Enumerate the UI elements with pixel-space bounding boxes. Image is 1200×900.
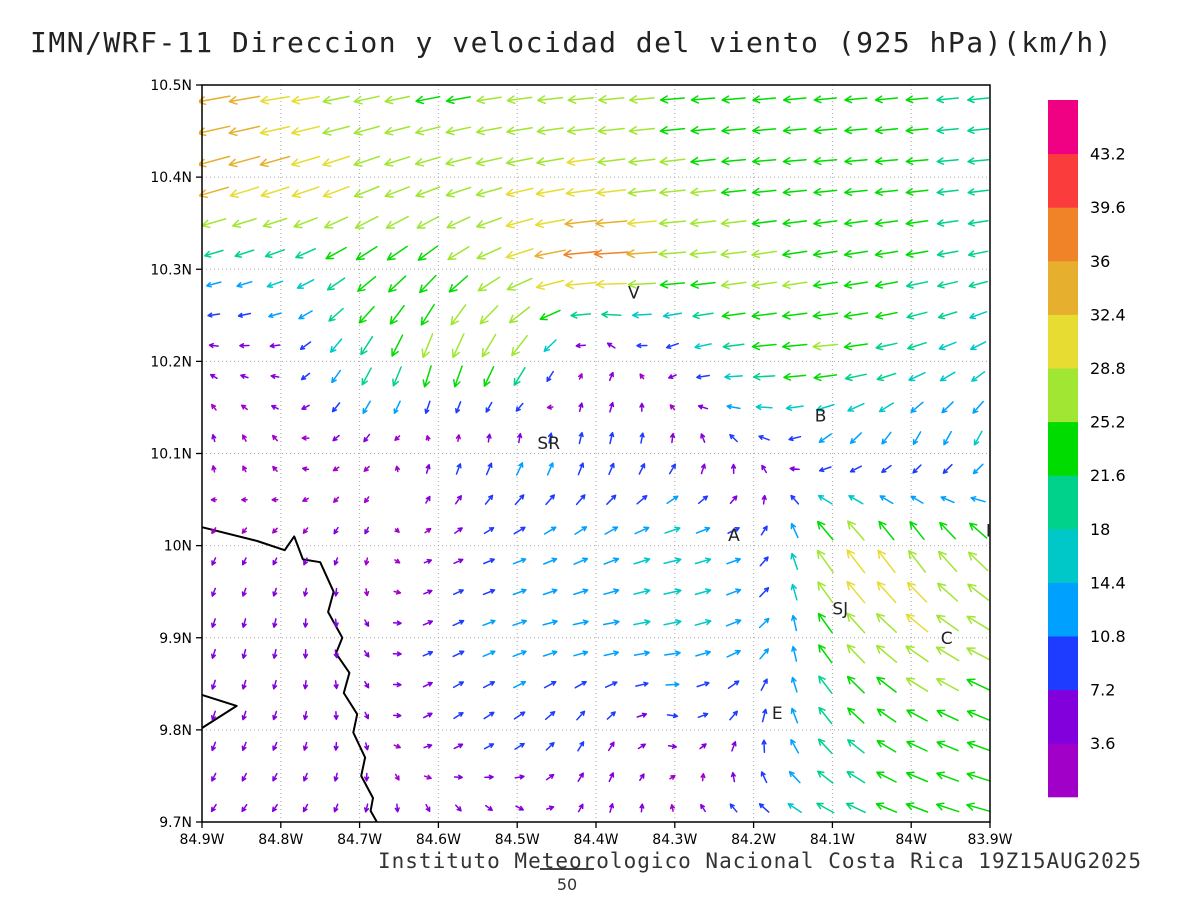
svg-text:10.1N: 10.1N bbox=[150, 447, 192, 463]
svg-text:10.8: 10.8 bbox=[1090, 627, 1126, 646]
svg-text:10.5N: 10.5N bbox=[150, 78, 192, 94]
svg-text:32.4: 32.4 bbox=[1090, 305, 1126, 324]
svg-text:7.2: 7.2 bbox=[1090, 681, 1115, 700]
svg-text:21.6: 21.6 bbox=[1090, 466, 1126, 485]
svg-text:I: I bbox=[986, 521, 991, 541]
svg-text:84.2W: 84.2W bbox=[731, 832, 776, 848]
svg-text:25.2: 25.2 bbox=[1090, 413, 1126, 432]
svg-text:9.7N: 9.7N bbox=[159, 815, 192, 831]
svg-text:C: C bbox=[941, 629, 953, 649]
axis-ticks-and-labels: 84.9W 84.8W 84.7W 84.6W 84.5W 84.4W 84.3W 84.2W… bbox=[150, 78, 1012, 848]
svg-text:83.9W: 83.9W bbox=[967, 832, 1012, 848]
svg-text:18: 18 bbox=[1090, 520, 1110, 539]
coastline bbox=[201, 526, 378, 823]
svg-text:SR: SR bbox=[537, 434, 560, 454]
svg-text:84.7W: 84.7W bbox=[337, 832, 382, 848]
svg-text:43.2: 43.2 bbox=[1090, 145, 1126, 164]
reference-vector: 50 bbox=[540, 868, 594, 894]
svg-text:10N: 10N bbox=[164, 539, 192, 555]
station-labels: V B SR A SJ C I E bbox=[537, 284, 991, 724]
svg-text:28.8: 28.8 bbox=[1090, 359, 1126, 378]
gridlines bbox=[202, 85, 990, 822]
svg-text:84.9W: 84.9W bbox=[179, 832, 224, 848]
svg-text:B: B bbox=[815, 406, 827, 426]
svg-text:SJ: SJ bbox=[832, 600, 848, 620]
svg-text:36: 36 bbox=[1090, 252, 1110, 271]
svg-text:84.1W: 84.1W bbox=[810, 832, 855, 848]
svg-text:50: 50 bbox=[557, 875, 577, 894]
colorbar: 43.2 39.6 36 32.4 28.8 25.2 21.6 18 14.4 10.8 7.2 3… bbox=[1048, 100, 1126, 798]
chart-title: IMN/WRF-11 Direccion y velocidad del vie… bbox=[30, 26, 1114, 59]
svg-text:84.3W: 84.3W bbox=[652, 832, 697, 848]
svg-text:9.8N: 9.8N bbox=[159, 723, 192, 739]
svg-text:V: V bbox=[628, 284, 640, 304]
svg-text:E: E bbox=[772, 704, 783, 724]
svg-text:84.4W: 84.4W bbox=[573, 832, 618, 848]
plot-border bbox=[201, 84, 991, 823]
svg-text:14.4: 14.4 bbox=[1090, 573, 1126, 592]
svg-text:84.8W: 84.8W bbox=[258, 832, 303, 848]
svg-text:84.6W: 84.6W bbox=[416, 832, 461, 848]
footer-caption: Instituto Meteorologico Nacional Costa R… bbox=[378, 849, 1143, 873]
svg-text:3.6: 3.6 bbox=[1090, 734, 1115, 753]
svg-text:39.6: 39.6 bbox=[1090, 198, 1126, 217]
svg-text:A: A bbox=[728, 526, 740, 546]
wind-arrows bbox=[199, 95, 991, 814]
svg-text:10.2N: 10.2N bbox=[150, 354, 192, 370]
svg-text:10.3N: 10.3N bbox=[150, 262, 192, 278]
svg-text:84W: 84W bbox=[895, 832, 927, 848]
svg-text:10.4N: 10.4N bbox=[150, 170, 192, 186]
svg-text:84.5W: 84.5W bbox=[495, 832, 540, 848]
svg-text:9.9N: 9.9N bbox=[159, 631, 192, 647]
